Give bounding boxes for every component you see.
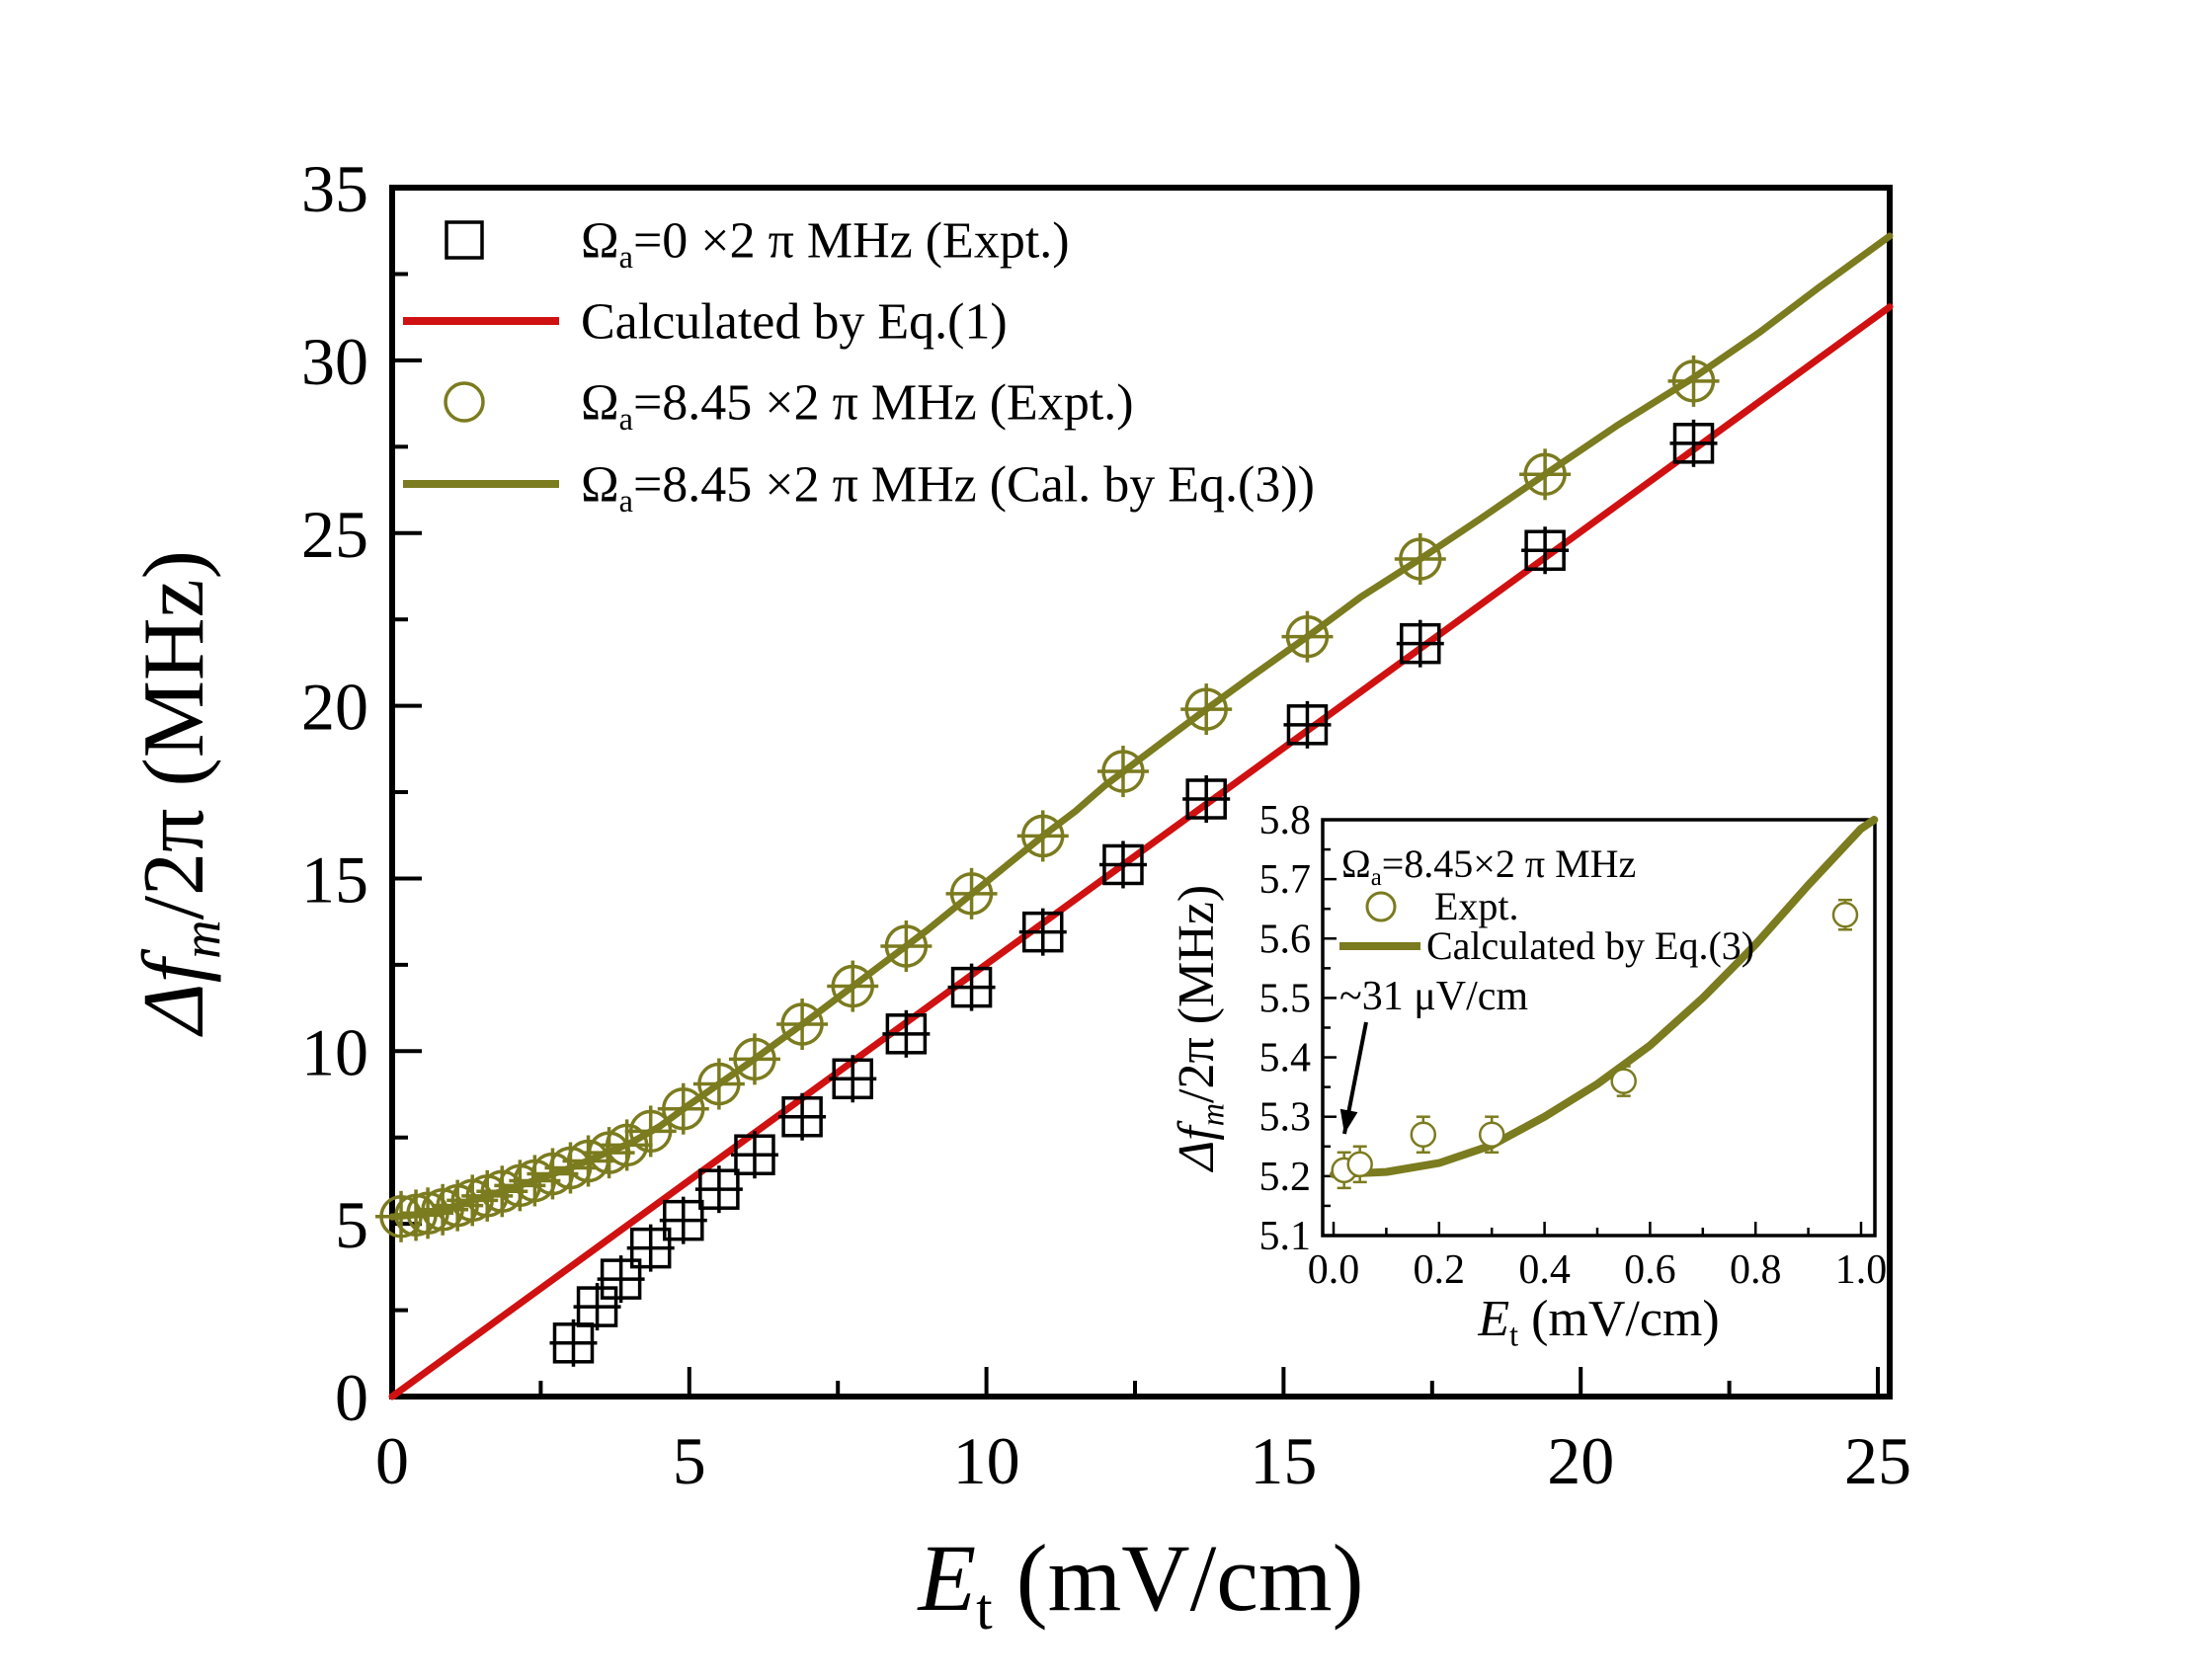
y-tick-label: 35 — [301, 151, 368, 226]
main-plot: 0 5 10 15 20 25 0 5 10 15 20 25 30 35 Et (mV/cm) Δfm/2π… — [126, 151, 1911, 1641]
circle-marker — [624, 1105, 677, 1158]
inset-legend-item-label: Expt. — [1434, 884, 1519, 928]
circle-marker — [945, 867, 998, 920]
inset-y-tick-label: 5.7 — [1259, 857, 1312, 903]
inset-y-tick-label: 5.8 — [1259, 798, 1312, 843]
square-marker — [549, 1319, 598, 1367]
square-marker — [694, 1165, 743, 1214]
square-marker — [1396, 619, 1444, 668]
inset-y-tick-label: 5.3 — [1259, 1095, 1312, 1141]
x-tick-label: 25 — [1844, 1423, 1911, 1498]
inset-legend-item-label: Calculated by Eq.(3) — [1426, 923, 1754, 968]
legend-circle-marker — [444, 381, 485, 423]
legend-item-label: Ωa=8.45 ×2 π MHz (Cal. by Eq.(3)) — [581, 457, 1315, 519]
circle-marker — [1281, 610, 1334, 663]
annotation-arrow-head — [1339, 1108, 1358, 1134]
inset-series-eq3-line — [1330, 816, 1879, 1179]
inset-x-tick-label: 0.0 — [1308, 1247, 1360, 1293]
square-marker — [730, 1131, 778, 1179]
legend-item: Ωa=8.45 ×2 π MHz (Expt.) — [444, 375, 1134, 437]
square-marker — [1283, 700, 1332, 749]
y-tick-label: 5 — [335, 1187, 368, 1262]
inset-x-tick-label: 0.2 — [1414, 1247, 1466, 1293]
inset-data-point — [1610, 1065, 1637, 1097]
circle-marker — [1180, 683, 1233, 736]
square-marker — [597, 1255, 645, 1304]
x-tick-label: 10 — [953, 1423, 1020, 1498]
square-marker — [1018, 908, 1067, 956]
inset-series-expt-points — [1331, 898, 1859, 1190]
inset-x-axis-title: Et (mV/cm) — [1477, 1291, 1719, 1352]
inset-x-tick-label: 1.0 — [1835, 1247, 1888, 1293]
inset-plot: 0.0 0.2 0.4 0.6 0.8 1.0 5.1 5.2 5.3 5.4 5.5 5.6 5.7 5… — [1169, 798, 1887, 1352]
square-marker — [1098, 840, 1147, 889]
inset-data-point — [1831, 898, 1859, 931]
y-tick-label: 15 — [301, 841, 368, 917]
legend-item: Ωa=0 ×2 π MHz (Expt.) — [445, 213, 1070, 275]
square-marker — [626, 1224, 675, 1272]
legend-square-marker — [445, 220, 484, 260]
circle-marker — [657, 1082, 709, 1135]
inset-legend-circle-marker — [1365, 891, 1397, 922]
inset-data-point — [1478, 1115, 1505, 1155]
circle-marker — [880, 920, 932, 972]
x-tick-label: 20 — [1547, 1423, 1614, 1498]
x-tick-label: 15 — [1250, 1423, 1317, 1498]
legend-item-label: Ωa=0 ×2 π MHz (Expt.) — [581, 213, 1070, 275]
main-legend: Ωa=0 ×2 π MHz (Expt.) Calculated by Eq.(1… — [403, 213, 1315, 519]
legend-item-label: Calculated by Eq.(1) — [581, 294, 1008, 351]
y-tick-label: 20 — [301, 670, 368, 745]
inset-y-tick-label: 5.5 — [1259, 976, 1312, 1021]
inset-data-point — [1346, 1145, 1373, 1184]
x-tick-label: 5 — [673, 1423, 706, 1498]
inset-y-axis-title: Δfm/2π (MHz) — [1169, 885, 1230, 1172]
square-marker — [947, 963, 996, 1011]
circle-marker — [601, 1119, 653, 1171]
series-omega845-points — [375, 355, 1720, 1242]
y-tick-label: 25 — [301, 497, 368, 572]
square-marker — [659, 1196, 707, 1244]
inset-x-tick-label: 0.4 — [1518, 1247, 1571, 1293]
square-marker — [882, 1009, 931, 1058]
square-marker — [778, 1092, 827, 1141]
inset-x-tick-label: 0.6 — [1624, 1247, 1676, 1293]
inset-x-tick-label: 0.8 — [1730, 1247, 1782, 1293]
legend-item: Calculated by Eq.(1) — [403, 294, 1008, 351]
inset-annotation: ~31 μV/cm — [1339, 974, 1528, 1135]
x-axis-title: Et (mV/cm) — [916, 1525, 1363, 1641]
circle-marker — [827, 960, 879, 1012]
circle-marker — [728, 1033, 780, 1085]
y-tick-label: 30 — [301, 324, 368, 399]
y-tick-label: 10 — [301, 1014, 368, 1089]
inset-legend-title: Ωa=8.45×2 π MHz — [1341, 841, 1636, 891]
circle-marker — [1667, 355, 1720, 407]
square-marker — [1521, 526, 1570, 575]
inset-y-tick-label: 5.4 — [1259, 1036, 1312, 1081]
series-omega0-points — [549, 419, 1718, 1367]
square-marker — [1669, 419, 1718, 467]
y-axis-title: Δfm/2π (MHz) — [126, 550, 232, 1037]
inset-y-tick-label: 5.2 — [1259, 1155, 1312, 1200]
inset-data-point — [1410, 1115, 1437, 1155]
square-marker — [829, 1055, 877, 1103]
circle-marker — [692, 1058, 745, 1110]
y-tick-label: 0 — [335, 1360, 368, 1435]
x-tick-label: 0 — [375, 1423, 409, 1498]
circle-marker — [1016, 810, 1069, 862]
circle-marker — [1394, 532, 1446, 585]
circle-marker — [1519, 448, 1572, 501]
square-marker — [1182, 775, 1231, 824]
circle-marker — [1096, 746, 1149, 798]
square-marker — [573, 1283, 621, 1331]
inset-y-tick-label: 5.1 — [1259, 1214, 1312, 1259]
legend-item: Ωa=8.45 ×2 π MHz (Cal. by Eq.(3)) — [403, 457, 1315, 519]
annotation-text: ~31 μV/cm — [1339, 974, 1528, 1019]
inset-y-tick-label: 5.6 — [1259, 917, 1312, 962]
circle-marker — [776, 999, 829, 1051]
legend-item-label: Ωa=8.45 ×2 π MHz (Expt.) — [581, 375, 1134, 437]
